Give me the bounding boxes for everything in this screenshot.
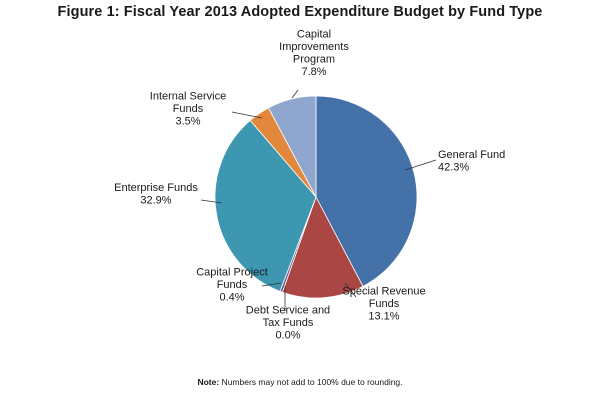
slice-label-0: General Fund 42.3%: [438, 149, 505, 174]
slice-label-line: Special Revenue: [342, 286, 425, 298]
slice-label-1: Special Revenue Funds 13.1%: [342, 286, 425, 323]
slice-label-line: Enterprise Funds: [114, 182, 198, 194]
slice-label-4: Enterprise Funds 32.9%: [114, 182, 198, 207]
slice-label-line: Funds: [369, 298, 400, 310]
slice-label-line: Improvements: [279, 41, 349, 53]
slice-label-5: Internal Service Funds 3.5%: [150, 91, 226, 128]
note-label: Note:: [197, 377, 219, 387]
slice-label-line: 32.9%: [140, 194, 171, 206]
slice-label-line: 0.4%: [219, 292, 244, 304]
slice-label-line: General Fund: [438, 149, 505, 161]
slice-label-2: Debt Service and Tax Funds 0.0%: [246, 305, 330, 342]
leader-line-6: [292, 90, 298, 98]
slice-label-line: 13.1%: [368, 311, 399, 323]
slice-label-line: 42.3%: [438, 161, 469, 173]
slice-label-6: Capital Improvements Program 7.8%: [279, 28, 349, 78]
slice-label-3: Capital Project Funds 0.4%: [196, 267, 268, 304]
slice-label-line: Funds: [217, 279, 248, 291]
slice-label-line: Capital: [297, 28, 331, 40]
slice-label-line: Program: [293, 53, 335, 65]
slice-label-line: 3.5%: [175, 116, 200, 128]
slice-label-line: Funds: [173, 103, 204, 115]
footnote: Note: Numbers may not add to 100% due to…: [0, 377, 600, 387]
slice-label-line: 7.8%: [301, 66, 326, 78]
slice-label-line: Debt Service and: [246, 305, 330, 317]
slice-label-line: 0.0%: [275, 330, 300, 342]
slice-label-line: Internal Service: [150, 91, 226, 103]
slice-label-line: Tax Funds: [263, 317, 314, 329]
slice-label-line: Capital Project: [196, 267, 268, 279]
note-text: Numbers may not add to 100% due to round…: [219, 377, 402, 387]
